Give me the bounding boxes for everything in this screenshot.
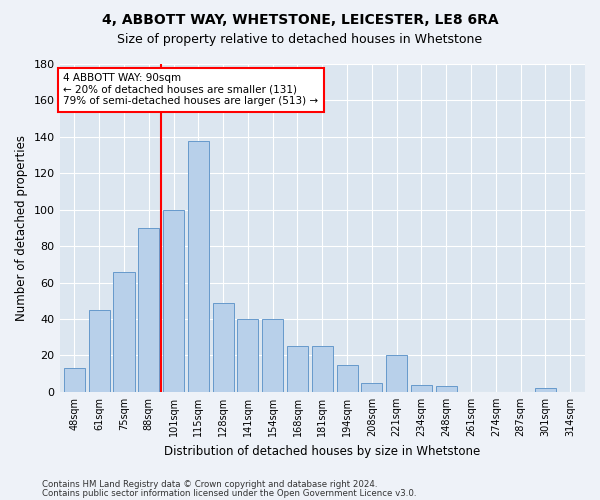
- Bar: [163, 210, 184, 392]
- Bar: [386, 356, 407, 392]
- Text: 4 ABBOTT WAY: 90sqm
← 20% of detached houses are smaller (131)
79% of semi-detac: 4 ABBOTT WAY: 90sqm ← 20% of detached ho…: [63, 73, 319, 106]
- Bar: [262, 319, 283, 392]
- Text: Contains HM Land Registry data © Crown copyright and database right 2024.: Contains HM Land Registry data © Crown c…: [42, 480, 377, 489]
- Bar: [138, 228, 160, 392]
- X-axis label: Distribution of detached houses by size in Whetstone: Distribution of detached houses by size …: [164, 444, 481, 458]
- Bar: [238, 319, 259, 392]
- Bar: [312, 346, 333, 392]
- Bar: [89, 310, 110, 392]
- Bar: [436, 386, 457, 392]
- Bar: [287, 346, 308, 392]
- Bar: [188, 140, 209, 392]
- Bar: [361, 383, 382, 392]
- Bar: [64, 368, 85, 392]
- Text: Contains public sector information licensed under the Open Government Licence v3: Contains public sector information licen…: [42, 488, 416, 498]
- Text: Size of property relative to detached houses in Whetstone: Size of property relative to detached ho…: [118, 32, 482, 46]
- Bar: [535, 388, 556, 392]
- Bar: [411, 384, 432, 392]
- Bar: [212, 302, 233, 392]
- Bar: [113, 272, 134, 392]
- Bar: [337, 364, 358, 392]
- Text: 4, ABBOTT WAY, WHETSTONE, LEICESTER, LE8 6RA: 4, ABBOTT WAY, WHETSTONE, LEICESTER, LE8…: [101, 12, 499, 26]
- Y-axis label: Number of detached properties: Number of detached properties: [15, 135, 28, 321]
